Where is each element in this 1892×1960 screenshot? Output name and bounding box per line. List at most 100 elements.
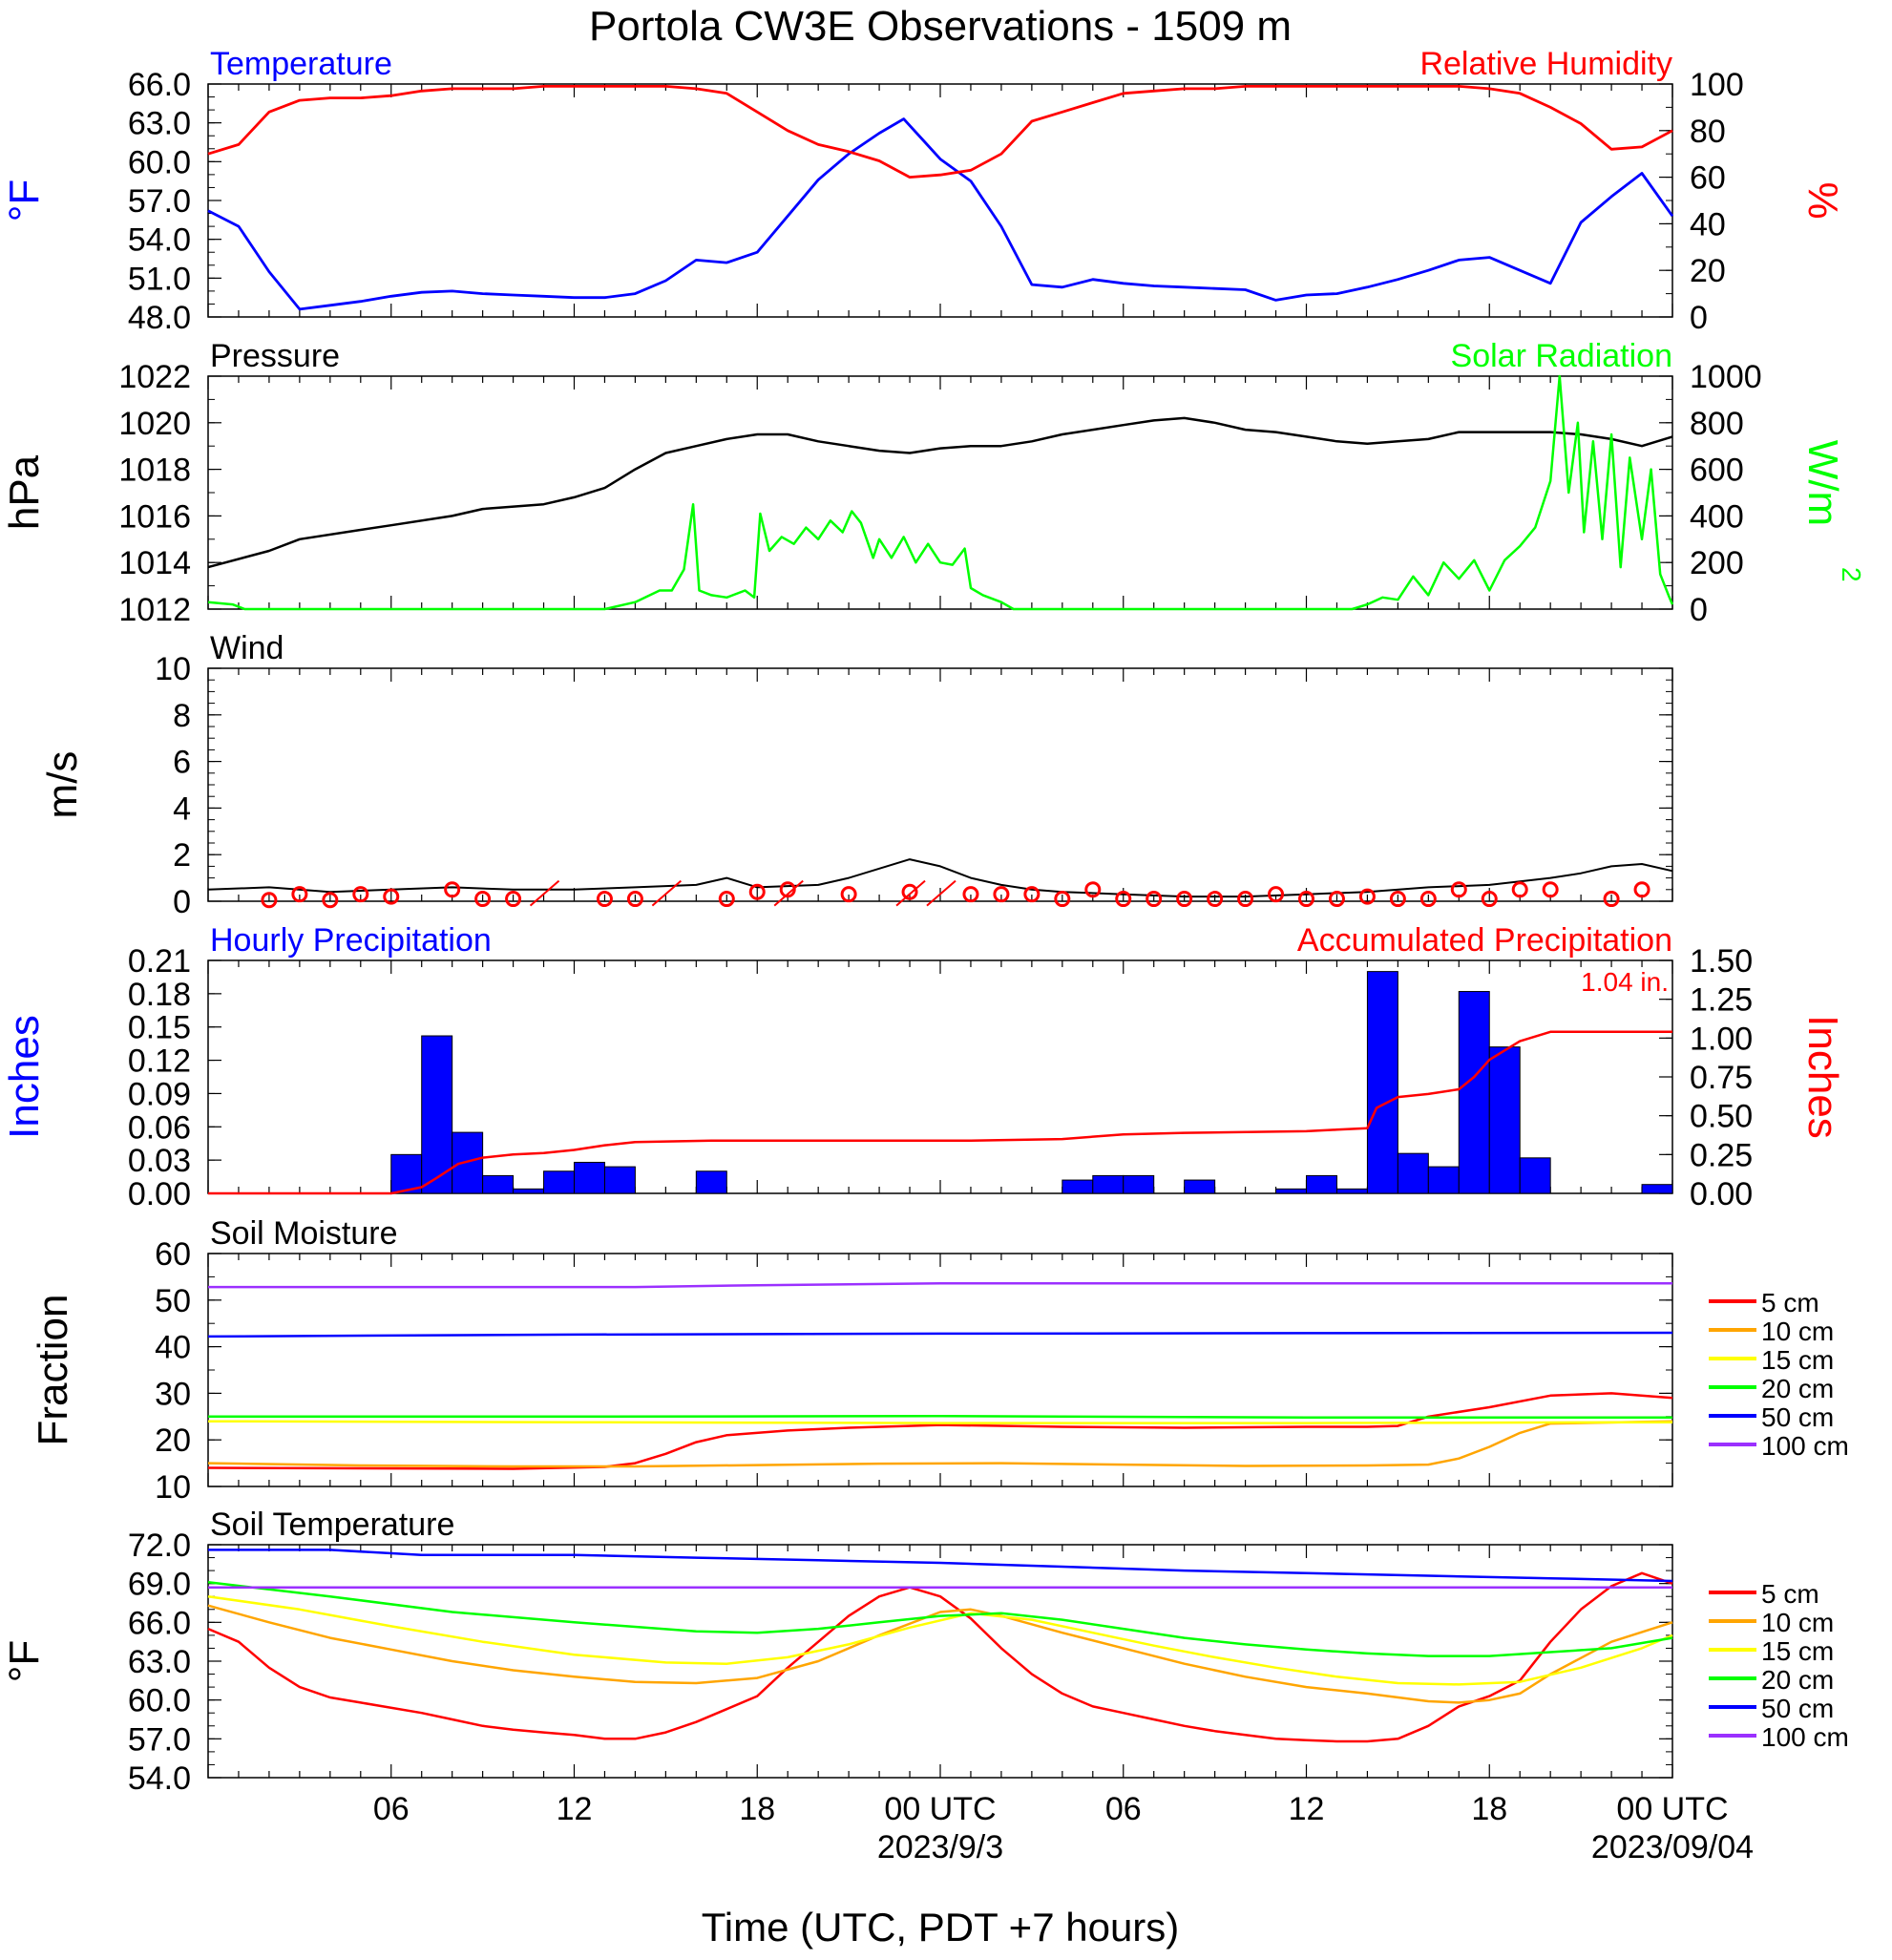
wind-panel-y-tick-label: 8: [173, 698, 191, 734]
wind-barb-calm-circle: [322, 892, 339, 909]
soil-temp-panel-y-tick-label: 57.0: [128, 1721, 191, 1758]
wind-barb-calm-circle: [1481, 891, 1498, 908]
temp-y-axis-label: °F: [1, 179, 48, 221]
hourly-precip-bar: [1519, 1157, 1551, 1194]
wind-barb-calm-circle: [1268, 886, 1285, 903]
wind-barb-staff: [895, 879, 926, 907]
accum-precip-title: Accumulated Precipitation: [1297, 922, 1672, 959]
x-date-label: 2023/9/3: [877, 1829, 1003, 1865]
soil-temp-panel-y-tick-label: 72.0: [128, 1528, 191, 1564]
wind-barb-calm-circle: [505, 891, 522, 908]
wind-title: Wind: [210, 630, 284, 666]
wind-barb-calm-circle: [1603, 891, 1620, 908]
soil-temp-y-axis-label: °F: [1, 1640, 48, 1682]
wind-barb-calm-circle: [1084, 881, 1102, 898]
pressure-panel-y-tick-label: 1018: [118, 453, 191, 489]
pressure-title: Pressure: [210, 338, 340, 374]
precip-panel-y2-tick-label: 1.50: [1690, 943, 1753, 980]
precip-panel-y-tick-label: 0.18: [128, 977, 191, 1013]
wind-barb-calm-circle: [1358, 888, 1376, 905]
pressure-panel-y2-tick-label: 200: [1690, 545, 1744, 581]
hourly-precip-bar: [603, 1166, 636, 1194]
precip-panel-y-tick-label: 0.09: [128, 1076, 191, 1112]
wind-barb-calm-circle: [1298, 891, 1314, 908]
wind-barb-calm-circle: [1511, 881, 1528, 898]
precip-panel-y-tick-label: 0.15: [128, 1010, 191, 1046]
accum-precip-y-axis-label: Inches: [1799, 1015, 1846, 1139]
temp-panel-y-tick-label: 51.0: [128, 261, 191, 297]
wind-barb-calm-circle: [901, 883, 918, 900]
soil-temp-legend-label: 50 cm: [1761, 1694, 1834, 1723]
soil-moisture-panel-y-tick-label: 40: [155, 1330, 191, 1366]
temperature-title: Temperature: [210, 46, 392, 82]
hourly-precip-bar: [1306, 1174, 1337, 1194]
wind-barb-calm-circle: [626, 891, 643, 908]
wind-barb-calm-circle: [1419, 891, 1437, 908]
hourly-precip-bar: [1458, 991, 1490, 1194]
hourly-precip-bar: [452, 1131, 484, 1194]
soil-moisture-legend-label: 20 cm: [1761, 1374, 1834, 1403]
hourly-precip-bar: [1427, 1166, 1460, 1194]
wind-barb-calm-circle: [596, 891, 613, 908]
temp-panel-y-tick-label: 48.0: [128, 300, 191, 336]
pressure-panel-y-tick-label: 1012: [118, 592, 191, 628]
wind-barb-calm-circle: [1328, 891, 1345, 908]
wind-panel-y-tick-label: 10: [155, 651, 191, 687]
humidity-line: [207, 85, 1673, 179]
wind-y-axis-label: m/s: [39, 751, 86, 819]
soil-moisture-panel-y-tick-label: 30: [155, 1376, 191, 1412]
soil-moisture-panel-y-tick-label: 50: [155, 1283, 191, 1319]
accum-total-annotation: 1.04 in.: [1581, 967, 1669, 997]
soil-moisture-title: Soil Moisture: [210, 1215, 398, 1252]
soil-moisture-legend-label: 10 cm: [1761, 1317, 1834, 1346]
wind-barb-calm-circle: [1389, 891, 1406, 908]
temp-panel-y-tick-label: 54.0: [128, 222, 191, 259]
soil-temp-panel-y-tick-label: 69.0: [128, 1567, 191, 1603]
humidity-y-axis-label: %: [1799, 181, 1846, 219]
hourly-precip-y-axis-label: Inches: [1, 1015, 48, 1139]
precip-panel-y-tick-label: 0.03: [128, 1143, 191, 1179]
x-tick-label: 12: [557, 1791, 593, 1827]
soil-temp-legend-label: 15 cm: [1761, 1636, 1834, 1666]
wind-barb-calm-circle: [962, 886, 979, 903]
temperature-line: [207, 117, 1674, 311]
soil-temp-legend-label: 100 cm: [1761, 1722, 1849, 1752]
x-tick-label: 18: [1471, 1791, 1507, 1827]
x-tick-label: 00 UTC: [884, 1791, 996, 1827]
soil-moisture-line-15cm: [207, 1420, 1673, 1424]
x-tick-label: 06: [373, 1791, 410, 1827]
wind-barb-staff: [926, 879, 957, 907]
soil-moisture-line-5cm: [207, 1392, 1673, 1470]
hourly-precip-bar: [482, 1174, 515, 1194]
solar-title: Solar Radiation: [1451, 338, 1672, 374]
precip-panel-y-tick-label: 0.21: [128, 943, 191, 980]
soil-moisture-line-50cm: [207, 1331, 1673, 1338]
hourly-precip-bar: [390, 1153, 423, 1194]
soil-moisture-legend-label: 5 cm: [1761, 1288, 1819, 1317]
pressure-panel-y2-tick-label: 800: [1690, 406, 1744, 442]
solar-y-axis-superscript: 2: [1837, 567, 1866, 582]
soil-temp-panel-y-tick-label: 63.0: [128, 1644, 191, 1680]
precip-panel-y-tick-label: 0.00: [128, 1176, 191, 1212]
hourly-precip-bar: [421, 1035, 453, 1194]
solar-radiation-line: [207, 374, 1674, 611]
wind-barb-calm-circle: [840, 886, 857, 903]
soil-temp-line-5cm: [207, 1571, 1673, 1743]
wind-barb-calm-circle: [1542, 881, 1559, 898]
soil-moisture-legend-label: 50 cm: [1761, 1402, 1834, 1432]
wind-barb-staff: [773, 879, 804, 907]
soil-temp-legend-label: 20 cm: [1761, 1665, 1834, 1695]
hourly-precip-bar: [1641, 1184, 1673, 1194]
panels: 48.051.054.057.060.063.066.0020406080100…: [1, 46, 1866, 1865]
temp-panel-y2-tick-label: 60: [1690, 160, 1726, 197]
soil-moisture-legend-label: 100 cm: [1761, 1431, 1849, 1461]
wind-speed-line: [207, 858, 1673, 898]
solar-y-axis-label: W/m: [1799, 440, 1846, 526]
temp-panel-y-tick-label: 63.0: [128, 106, 191, 142]
temp-panel-y2-tick-label: 20: [1690, 253, 1726, 289]
pressure-line: [207, 416, 1673, 569]
x-tick-label: 06: [1105, 1791, 1142, 1827]
hourly-precip-bar: [513, 1188, 545, 1194]
pressure-panel-y2-tick-label: 400: [1690, 498, 1744, 535]
